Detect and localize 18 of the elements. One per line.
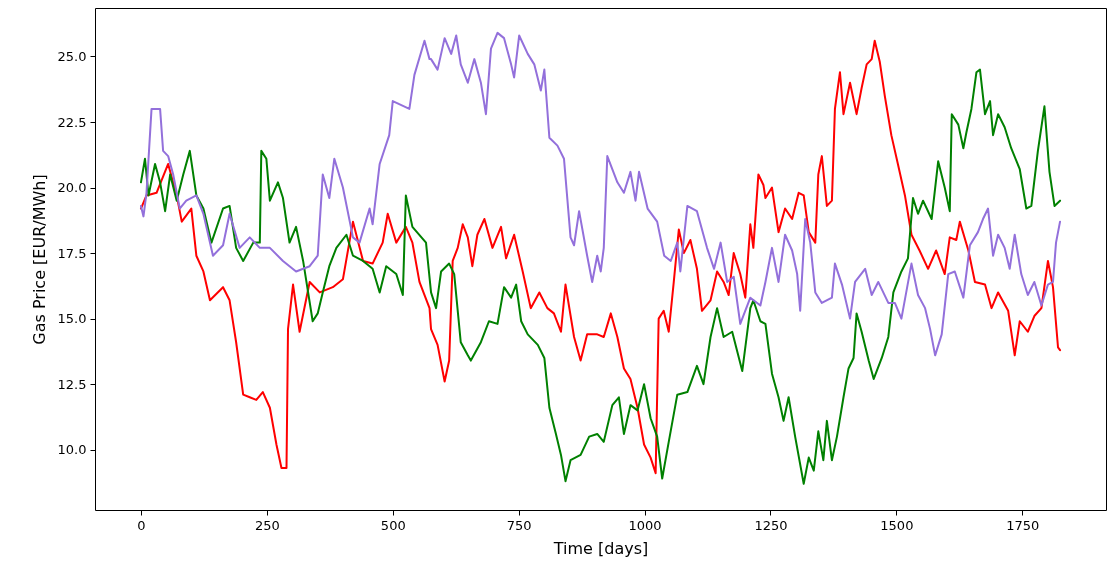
y-tick-label: 25.0 (57, 49, 87, 64)
x-tick-label: 750 (506, 517, 532, 533)
x-tick-label: 1500 (880, 517, 914, 533)
y-tick-label: 12.5 (57, 376, 87, 392)
y-axis-title: Gas Price [EUR/MWh] (29, 174, 49, 345)
x-tick-label: 1250 (754, 517, 788, 533)
x-tick-label: 500 (380, 517, 406, 533)
y-tick-label: 22.5 (57, 114, 87, 130)
line-series (139, 31, 1062, 357)
y-tick-label: 15.0 (57, 311, 87, 327)
y-tick-label: 17.5 (57, 245, 87, 261)
x-tick-label: 250 (254, 517, 280, 533)
y-tick-label: 20.0 (57, 180, 87, 196)
x-tick-label: 1000 (628, 517, 662, 533)
x-tick-label: 0 (137, 517, 146, 533)
x-axis-title: Time [days] (552, 538, 649, 558)
x-tick-label: 1750 (1006, 517, 1040, 533)
y-tick-label: 10.0 (57, 442, 87, 458)
